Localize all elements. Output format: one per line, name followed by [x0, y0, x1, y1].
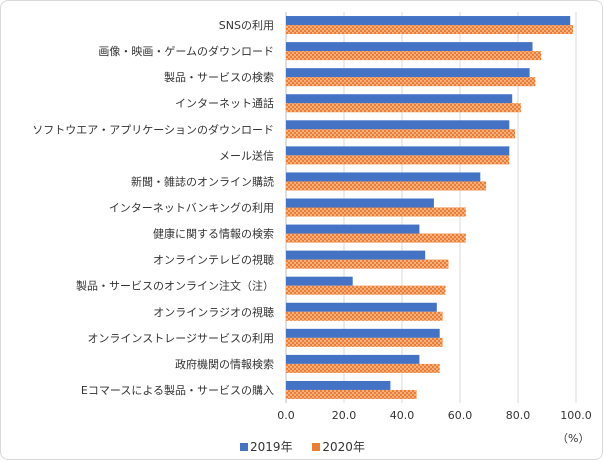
bar-2019年	[286, 328, 440, 338]
x-tick-label: 60.0	[448, 409, 473, 422]
bar-2019年	[286, 224, 420, 234]
bar-2019年	[286, 250, 426, 260]
bar-2019年	[286, 354, 420, 364]
x-axis-ticks: 0.0 20.0 40.0 60.0 80.0 100.0	[277, 409, 592, 422]
category-label: オンラインストレージサービスの利用	[87, 332, 274, 345]
legend: 2019年 2020年	[0, 438, 605, 455]
category-label: オンラインラジオの視聴	[153, 305, 274, 319]
bar-2020年	[286, 363, 440, 373]
bar-chart: SNSの利用画像・映画・ゲームのダウンロード製品・サービスの検索インターネット通…	[32, 12, 592, 422]
bar-2019年	[286, 120, 510, 130]
category-label: 製品・サービスのオンライン注文（注）	[76, 279, 274, 293]
bar-2019年	[286, 68, 530, 78]
category-label: インターネットバンキングの利用	[109, 201, 274, 215]
category-label: インターネット通話	[175, 96, 274, 110]
bar-2020年	[286, 337, 443, 347]
legend-item-2020: 2020年	[312, 438, 365, 455]
bar-2020年	[286, 207, 466, 217]
x-tick-label: 40.0	[390, 409, 415, 422]
bar-2020年	[286, 311, 443, 321]
unit-label: （%）	[557, 432, 590, 445]
bar-2019年	[286, 172, 481, 182]
x-tick-label: 80.0	[506, 409, 531, 422]
bar-2020年	[286, 103, 521, 113]
bar-2020年	[286, 155, 510, 165]
bar-2019年	[286, 146, 510, 156]
legend-label-2020: 2020年	[322, 440, 365, 454]
category-label: 製品・サービスの検索	[164, 70, 274, 84]
bar-2020年	[286, 259, 449, 269]
category-label: ソフトウエア・アプリケーションのダウンロード	[32, 122, 274, 136]
x-tick-label: 20.0	[332, 409, 357, 422]
bar-2020年	[286, 77, 536, 87]
bar-2019年	[286, 198, 434, 208]
bar-2019年	[286, 380, 391, 390]
bar-2019年	[286, 42, 533, 52]
category-label: 健康に関する情報の検索	[153, 227, 274, 241]
category-label: メール送信	[219, 148, 274, 162]
category-label: SNSの利用	[219, 19, 274, 32]
legend-label-2019: 2019年	[250, 440, 293, 454]
bar-2020年	[286, 233, 466, 243]
bar-2020年	[286, 181, 487, 191]
bar-2019年	[286, 16, 571, 26]
category-label: 画像・映画・ゲームのダウンロード	[98, 44, 274, 58]
x-tick-label: 0.0	[277, 409, 295, 422]
category-label: オンラインテレビの視聴	[153, 253, 274, 267]
bar-2019年	[286, 276, 353, 286]
bar-2020年	[286, 51, 542, 61]
bar-2020年	[286, 25, 574, 35]
bar-2019年	[286, 94, 513, 104]
bars	[286, 16, 574, 399]
category-label: 政府機関の情報検索	[175, 357, 274, 371]
legend-item-2019: 2019年	[240, 438, 293, 455]
bar-2020年	[286, 285, 446, 295]
legend-swatch-2020	[312, 442, 321, 451]
bar-2019年	[286, 302, 437, 312]
category-labels: SNSの利用画像・映画・ゲームのダウンロード製品・サービスの検索インターネット通…	[32, 19, 274, 397]
bar-2020年	[286, 389, 417, 399]
x-tick-label: 100.0	[560, 409, 592, 422]
bar-2020年	[286, 129, 516, 139]
category-label: 新聞・雑誌のオンライン購読	[131, 174, 274, 188]
legend-swatch-2019	[240, 442, 249, 451]
category-label: Eコマースによる製品・サービスの購入	[81, 383, 274, 397]
